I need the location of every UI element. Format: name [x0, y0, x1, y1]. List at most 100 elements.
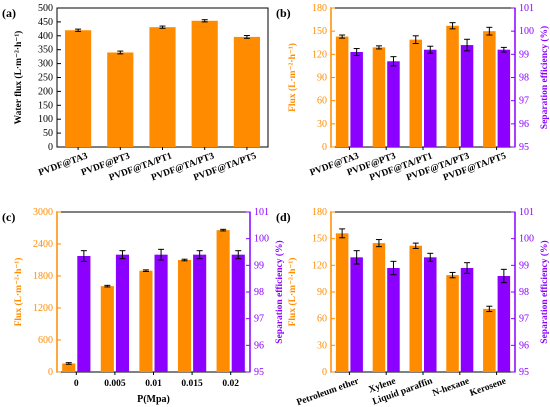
y-axis-label: Flux (L·m⁻²·h⁻¹): [13, 258, 24, 327]
y-tick-label: 150: [38, 100, 53, 111]
bar: [149, 27, 176, 147]
x-tick-label: Petroleum ether: [295, 376, 361, 407]
y-right-tick-label: 99: [519, 49, 529, 60]
bar: [62, 363, 76, 372]
bar: [350, 52, 363, 148]
y-tick-label: 0: [322, 142, 327, 153]
bar: [233, 36, 260, 147]
y-right-tick-label: 99: [519, 260, 529, 271]
x-tick-label: 0.015: [181, 379, 203, 389]
x-tick-label: Kerosene: [469, 376, 508, 398]
bar: [409, 39, 422, 147]
y-right-tick-label: 95: [254, 367, 264, 378]
y-right-tick-label: 95: [519, 142, 529, 153]
y-tick-label: 150: [312, 26, 327, 37]
bar: [409, 245, 422, 372]
bar: [483, 31, 496, 148]
y-tick-label: 90: [317, 73, 327, 84]
y-tick-label: 60: [317, 96, 327, 107]
y-tick-label: 50: [43, 128, 53, 139]
y-right-tick-label: 97: [254, 314, 264, 325]
chart-panel-1: 03060901201501809596979899100101PVDF@TA3…: [276, 3, 550, 183]
y-tick-label: 180: [312, 3, 327, 14]
y-tick-label: 0: [48, 367, 53, 378]
bar: [460, 268, 474, 372]
y-tick-label: 200: [38, 86, 53, 97]
bar: [191, 20, 218, 147]
bar: [107, 52, 134, 148]
bar: [424, 49, 437, 148]
bar: [115, 254, 130, 372]
x-axis-label: P(Mpa): [137, 394, 170, 405]
y-right-axis-label: Separation efficiency (%): [539, 26, 550, 129]
chart-panel-2: 0 600 1200 1800 2400 3000 95 96 97 98 99 100 101 0 0.0…: [2, 207, 285, 405]
panel-label: (d): [276, 210, 291, 224]
y-right-tick-label: 98: [519, 73, 529, 84]
y-tick-label: 30: [317, 119, 327, 130]
y-tick-label: 600: [38, 335, 53, 346]
bar: [483, 308, 496, 372]
y-tick-label: 450: [38, 17, 53, 28]
bar: [139, 270, 153, 372]
y-tick-label: 350: [38, 45, 53, 56]
y-tick-label: 2400: [33, 239, 53, 250]
bar: [216, 230, 230, 372]
bar: [372, 243, 386, 372]
y-right-axis-label: Separation efficiency (%): [539, 240, 550, 343]
y-tick-label: 500: [38, 3, 53, 14]
y-right-axis-label: Separation efficiency (%): [274, 240, 285, 343]
bar: [100, 286, 114, 372]
bar: [497, 49, 511, 148]
y-right-tick-label: 101: [519, 207, 534, 218]
y-right-tick-label: 99: [254, 260, 264, 271]
y-tick-label: 0: [48, 142, 53, 153]
bar: [497, 276, 511, 372]
y-tick-label: 60: [317, 314, 327, 325]
chart-panel-3: 0 30 60 90 120 150 180 95 96 97 98 99 100 101 Petroleu…: [276, 207, 550, 407]
y-right-tick-label: 101: [254, 207, 269, 218]
y-tick-label: 150: [312, 234, 327, 245]
bar: [424, 257, 437, 372]
y-tick-label: 1200: [33, 303, 53, 314]
x-tick-label: 0: [74, 379, 79, 389]
panel-label: (b): [276, 6, 291, 20]
y-tick-label: 250: [38, 73, 53, 84]
bar: [77, 256, 91, 372]
y-right-tick-label: 100: [519, 234, 534, 245]
y-right-tick-label: 101: [519, 3, 534, 14]
y-axis-label: Water flux (L·m⁻²·h⁻¹): [13, 31, 24, 125]
bar: [372, 47, 386, 148]
panel-label: (a): [2, 6, 16, 20]
y-tick-label: 0: [322, 367, 327, 378]
bar: [231, 254, 245, 372]
y-tick-label: 120: [312, 260, 327, 271]
bar: [177, 260, 192, 372]
y-right-tick-label: 96: [254, 340, 264, 351]
y-right-tick-label: 95: [519, 367, 529, 378]
bar: [460, 45, 474, 147]
y-tick-label: 1800: [33, 271, 53, 282]
y-right-tick-label: 98: [519, 287, 529, 298]
bar: [335, 36, 349, 148]
y-right-tick-label: 97: [519, 314, 529, 325]
y-right-tick-label: 100: [254, 234, 269, 245]
bar: [387, 268, 400, 372]
y-right-tick-label: 97: [519, 96, 529, 107]
bar: [154, 254, 168, 372]
x-tick-label: 0.02: [222, 379, 239, 389]
y-right-tick-label: 100: [519, 26, 534, 37]
bar: [446, 25, 459, 148]
x-tick-label: 0.005: [104, 379, 126, 389]
bar: [387, 61, 400, 147]
y-axis-label: Flux (L·m⁻²·h⁻¹): [287, 258, 298, 327]
y-tick-label: 120: [312, 49, 327, 60]
y-tick-label: 3000: [33, 207, 53, 218]
x-tick-label: N-hexane: [431, 376, 471, 399]
x-tick-label: 0.01: [145, 379, 162, 389]
bar: [65, 30, 92, 148]
bar: [446, 275, 459, 372]
bar: [335, 233, 349, 372]
y-tick-label: 90: [317, 287, 327, 298]
y-right-tick-label: 96: [519, 340, 529, 351]
